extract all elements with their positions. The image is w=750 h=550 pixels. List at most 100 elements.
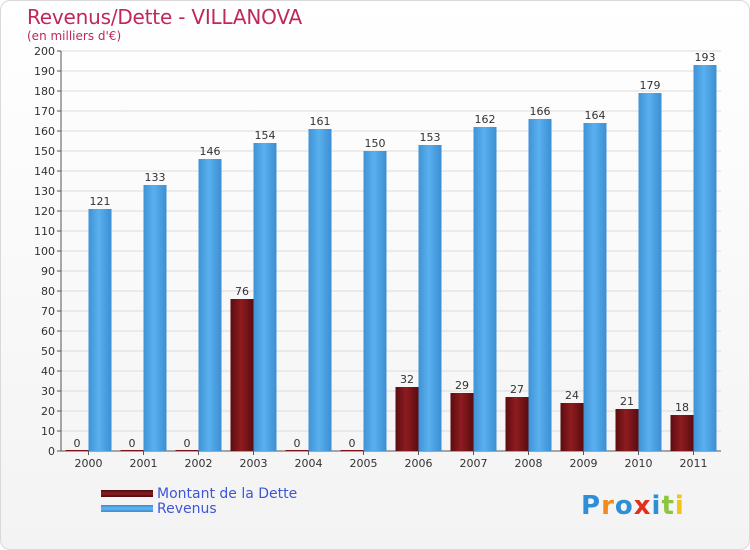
debt-bar (450, 393, 474, 451)
logo-letter: P (581, 491, 602, 521)
revenue-value-label: 146 (200, 145, 221, 158)
y-tick-label: 80 (41, 285, 55, 298)
logo-letter: o (614, 491, 634, 521)
y-tick-label: 50 (41, 345, 55, 358)
revenue-value-label: 162 (475, 113, 496, 126)
debt-value-label: 0 (184, 437, 191, 450)
debt-bar (65, 450, 89, 451)
legend-label-revenus: Revenus (157, 501, 217, 517)
gridlines (61, 50, 721, 432)
revenue-value-label: 161 (310, 115, 331, 128)
y-tick-label: 140 (34, 165, 55, 178)
revenue-bar (528, 119, 552, 451)
debt-value-label: 76 (235, 285, 249, 298)
legend-label-dette: Montant de la Dette (157, 486, 298, 502)
x-tick-label: 2010 (625, 457, 653, 470)
revenue-bar (418, 145, 442, 451)
revenue-bar (638, 93, 662, 451)
debt-value-label: 24 (565, 389, 579, 402)
debt-value-label: 0 (74, 437, 81, 450)
revenue-bar (363, 151, 387, 451)
revenue-value-label: 193 (695, 51, 716, 64)
revenue-value-label: 164 (585, 109, 606, 122)
x-tick-label: 2000 (75, 457, 103, 470)
revenue-value-label: 166 (530, 105, 551, 118)
x-tick-label: 2006 (405, 457, 433, 470)
debt-value-label: 27 (510, 383, 524, 396)
axes: 0 10 20 30 40 50 60 70 80 90 100 110 120 130 140 150 160… (34, 45, 721, 470)
debt-value-label: 0 (349, 437, 356, 450)
revenue-value-label: 121 (90, 195, 111, 208)
y-tick-label: 200 (34, 45, 55, 58)
logo-letter: x (633, 491, 652, 521)
x-tick-label: 2001 (130, 457, 158, 470)
debt-value-label: 29 (455, 379, 469, 392)
y-tick-label: 170 (34, 105, 55, 118)
revenue-value-label: 153 (420, 131, 441, 144)
x-tick-label: 2009 (570, 457, 598, 470)
revenue-bar (253, 143, 277, 451)
y-tick-label: 30 (41, 385, 55, 398)
bars (65, 65, 717, 451)
logo-letter: t (661, 491, 675, 521)
chart-subtitle: (en milliers d'€) (27, 29, 122, 43)
y-tick-label: 110 (34, 225, 55, 238)
legend-swatch-revenus (101, 505, 153, 512)
logo-letter: r (601, 491, 615, 521)
y-tick-label: 70 (41, 305, 55, 318)
legend-swatch-dette (101, 490, 153, 497)
debt-bar (230, 299, 254, 451)
revenue-bar (143, 185, 167, 451)
x-tick-label: 2004 (295, 457, 323, 470)
y-tick-label: 160 (34, 125, 55, 138)
debt-bar (285, 450, 309, 451)
revenue-value-label: 154 (255, 129, 276, 142)
x-tick-label: 2011 (680, 457, 708, 470)
y-tick-label: 60 (41, 325, 55, 338)
y-tick-label: 180 (34, 85, 55, 98)
debt-value-label: 32 (400, 373, 414, 386)
debt-value-label: 0 (129, 437, 136, 450)
debt-bar (670, 415, 694, 451)
data-labels: 0 121 0 133 0 146 76 154 0 161 0 150 32 153 29 162 27 166… (74, 51, 716, 450)
revenue-bar (88, 209, 112, 451)
y-tick-label: 130 (34, 185, 55, 198)
debt-bar (120, 450, 144, 451)
x-tick-label: 2007 (460, 457, 488, 470)
y-tick-label: 90 (41, 265, 55, 278)
y-tick-label: 150 (34, 145, 55, 158)
debt-bar (340, 450, 364, 451)
debt-bar (175, 450, 199, 451)
x-tick-label: 2003 (240, 457, 268, 470)
y-tick-label: 40 (41, 365, 55, 378)
revenue-bar (693, 65, 717, 451)
y-tick-label: 120 (34, 205, 55, 218)
revenue-value-label: 179 (640, 79, 661, 92)
revenue-bar (198, 159, 222, 451)
y-tick-label: 190 (34, 65, 55, 78)
x-tick-label: 2005 (350, 457, 378, 470)
y-tick-label: 10 (41, 425, 55, 438)
x-tick-label: 2008 (515, 457, 543, 470)
revenue-bar (583, 123, 607, 451)
debt-bar (505, 397, 529, 451)
debt-value-label: 21 (620, 395, 634, 408)
revenue-value-label: 133 (145, 171, 166, 184)
revenue-bar (473, 127, 497, 451)
debt-bar (560, 403, 584, 451)
proxiti-logo: Proxiti (581, 491, 685, 521)
y-tick-label: 100 (34, 245, 55, 258)
y-tick-label: 0 (48, 445, 55, 458)
revenue-bar (308, 129, 332, 451)
x-tick-label: 2002 (185, 457, 213, 470)
debt-value-label: 18 (675, 401, 689, 414)
logo-letter: i (651, 491, 662, 521)
revenue-value-label: 150 (365, 137, 386, 150)
debt-value-label: 0 (294, 437, 301, 450)
chart-title: Revenus/Dette - VILLANOVA (27, 5, 303, 29)
logo-letter: i (674, 491, 685, 521)
y-tick-label: 20 (41, 405, 55, 418)
debt-bar (615, 409, 639, 451)
